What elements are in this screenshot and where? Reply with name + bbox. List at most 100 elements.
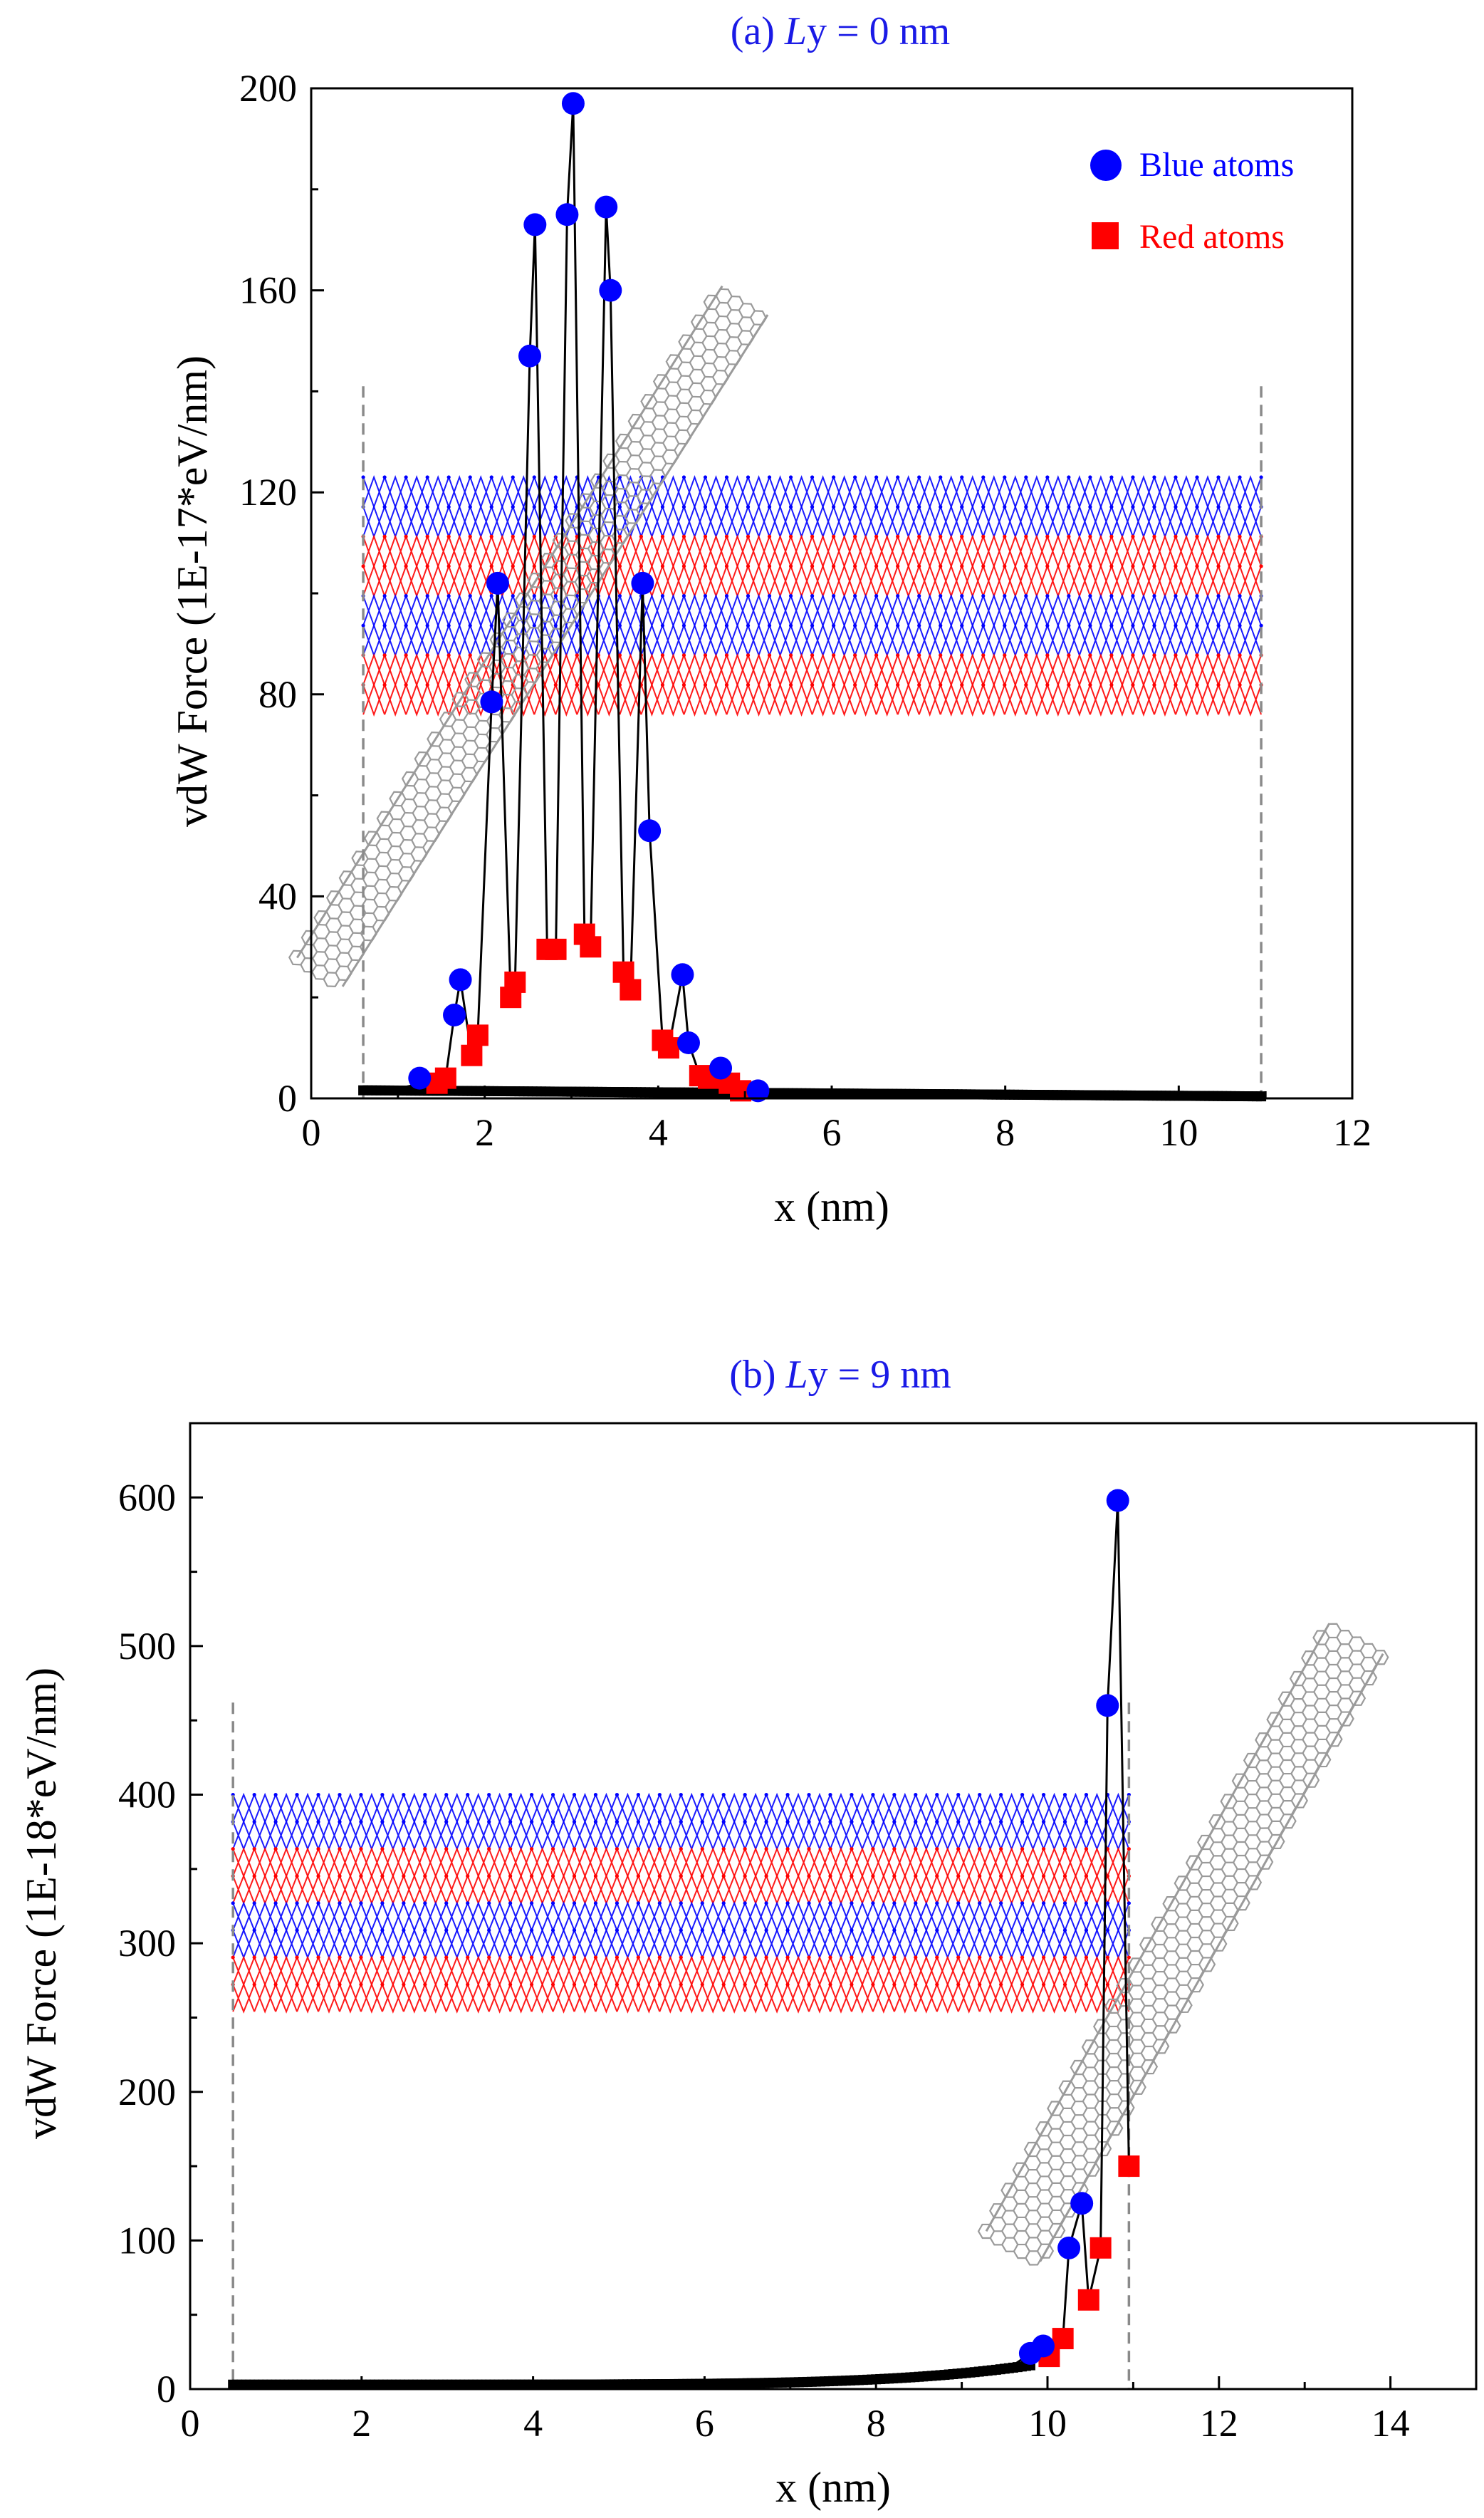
flake-atom (380, 1792, 385, 1797)
flake-atom (404, 475, 408, 479)
x-tick-label: 0 (181, 2402, 200, 2445)
flake-atom (444, 1820, 449, 1824)
flake-atom (1238, 534, 1242, 539)
flake-atom (960, 653, 964, 657)
flake-atom (679, 1982, 683, 1987)
x-tick-label: 12 (1333, 1111, 1371, 1154)
flake-atom (532, 475, 536, 479)
y-tick-label: 200 (118, 2071, 176, 2113)
flake-atom (1084, 1955, 1089, 1960)
flake-atom (1238, 623, 1242, 628)
red-atom-point (620, 979, 642, 1001)
flake-atom (939, 653, 943, 657)
flake-atom (1020, 1955, 1025, 1960)
nanotube (977, 1623, 1389, 2266)
flake-atom (468, 475, 472, 479)
flake-atom (615, 1901, 620, 1905)
flake-atom (466, 1847, 470, 1851)
flake-atom (615, 1928, 620, 1932)
flake-atom (874, 475, 879, 479)
flake-atom (785, 1982, 790, 1987)
flake-atom (871, 1982, 875, 1987)
flake-atom (853, 504, 857, 509)
flake-atom (361, 475, 365, 479)
flake-atom (892, 1792, 897, 1797)
flake-atom (316, 1820, 320, 1824)
flake-atom (1174, 564, 1178, 568)
flake-atom (508, 1955, 513, 1960)
flake-atom (636, 1792, 640, 1797)
flake-atom (615, 1982, 620, 1987)
flake-atom (596, 475, 600, 479)
flake-atom (382, 593, 387, 598)
flake-atom (935, 1901, 939, 1905)
flake-atom (1238, 653, 1242, 657)
flake-atom (572, 1820, 577, 1824)
flake-atom (832, 653, 836, 657)
flake-atom (468, 564, 472, 568)
flake-atom (423, 1874, 427, 1878)
flake-atom (914, 1792, 918, 1797)
flake-atom (917, 504, 921, 509)
flake-atom (746, 653, 751, 657)
flake-atom (553, 475, 558, 479)
flake-atom (1067, 564, 1071, 568)
flake-atom (1216, 504, 1221, 509)
flake-atom (978, 1982, 982, 1987)
flake-atom (1084, 1820, 1089, 1824)
flake-atom (788, 564, 793, 568)
flake-atom (1109, 564, 1114, 568)
flake-atom (807, 1928, 811, 1932)
flake-atom (767, 682, 772, 687)
flake-atom (1131, 564, 1135, 568)
flake-atom (466, 1955, 470, 1960)
flake-atom (529, 1901, 534, 1905)
flake-atom (508, 1928, 513, 1932)
flake-atom (402, 1928, 406, 1932)
flake-atom (468, 593, 472, 598)
flake-atom (981, 653, 986, 657)
flake-atom (1127, 1955, 1131, 1960)
panel-a-title-italic: L (784, 9, 807, 53)
flake-atom (617, 475, 622, 479)
flake-atom (402, 1874, 406, 1878)
flake-atom (935, 1928, 939, 1932)
flake-atom (446, 564, 451, 568)
flake-atom (361, 623, 365, 628)
flake-atom (1195, 504, 1199, 509)
flake-atom (1259, 623, 1263, 628)
flake-atom (1045, 564, 1050, 568)
flake-atom (617, 504, 622, 509)
flake-atom (657, 1901, 662, 1905)
flake-atom (828, 1820, 832, 1824)
flake-atom (532, 593, 536, 598)
flake-atom (615, 1847, 620, 1851)
flake-atom (828, 1874, 832, 1878)
flake-atom (1152, 682, 1156, 687)
blue-atom-point (1106, 1489, 1129, 1512)
panel-b-flake-illustration (231, 1792, 1131, 2014)
flake-atom (359, 1874, 363, 1878)
panel-b-title-prefix: (b) (729, 1353, 785, 1397)
flake-atom (1238, 682, 1242, 687)
flake-atom (553, 593, 558, 598)
flake-atom (743, 1955, 747, 1960)
flake-atom (828, 1982, 832, 1987)
flake-atom (615, 1792, 620, 1797)
flake-atom (361, 564, 365, 568)
panel-a-flake-illustration (361, 474, 1263, 717)
flake-atom (1088, 653, 1092, 657)
blue-atom-point (676, 1031, 700, 1055)
flake-atom (828, 1928, 832, 1932)
flake-atom (1062, 1928, 1067, 1932)
flake-atom (1024, 564, 1028, 568)
flake-atom (660, 682, 665, 687)
flake-atom (338, 1847, 342, 1851)
flake-atom (785, 1820, 790, 1824)
flake-atom (404, 504, 408, 509)
flake-atom (444, 1982, 449, 1987)
flake-atom (295, 1955, 299, 1960)
panel-a-nanotube-illustration (288, 285, 769, 987)
flake-atom (660, 653, 665, 657)
